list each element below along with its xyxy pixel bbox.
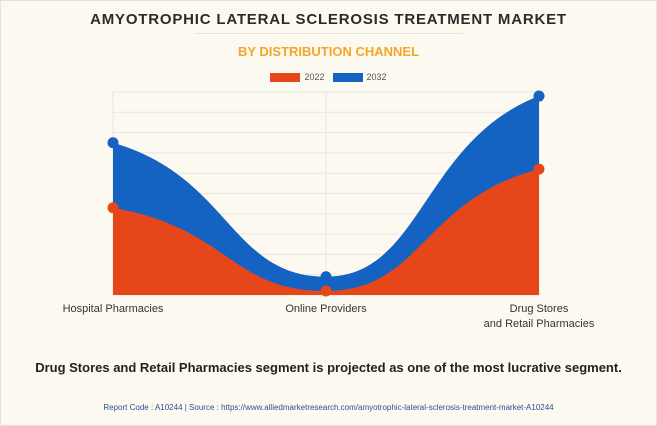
legend-item-2032[interactable]: 2032	[332, 72, 387, 82]
x-axis-labels: Hospital Pharmacies Online Providers Drug …	[63, 303, 595, 330]
x-tick-label: Online Providers	[285, 303, 367, 315]
x-tick-label: Drug Stores and Retail Pharmacies	[484, 303, 595, 330]
data-points	[107, 90, 545, 297]
source-text[interactable]: Report Code : A10244 | Source : https://…	[103, 403, 554, 412]
data-point-2032[interactable]	[107, 137, 119, 149]
area-series-2022[interactable]	[113, 169, 539, 295]
legend-swatch-2022	[270, 72, 301, 82]
data-point-2032[interactable]	[533, 90, 545, 102]
data-point-2022[interactable]	[320, 285, 332, 297]
area-series	[113, 96, 539, 295]
legend-label-2022: 2022	[304, 72, 325, 82]
chart-title: AMYOTROPHIC LATERAL SCLEROSIS TREATMENT …	[90, 11, 567, 28]
footnote-text: Drug Stores and Retail Pharmacies segmen…	[35, 360, 622, 375]
data-point-2032[interactable]	[320, 271, 332, 283]
chart-plot: Hospital Pharmacies Online Providers Drug …	[63, 90, 595, 330]
legend-item-2022[interactable]: 2022	[270, 72, 325, 82]
data-point-2022[interactable]	[107, 202, 119, 214]
legend-label-2032: 2032	[366, 72, 387, 82]
legend: 2022 2032	[0, 72, 657, 82]
data-point-2022[interactable]	[533, 163, 545, 175]
title-divider	[195, 33, 463, 34]
x-tick-label: Hospital Pharmacies	[63, 303, 164, 315]
chart-subtitle: BY DISTRIBUTION CHANNEL	[237, 44, 420, 59]
legend-swatch-2032	[332, 72, 363, 82]
